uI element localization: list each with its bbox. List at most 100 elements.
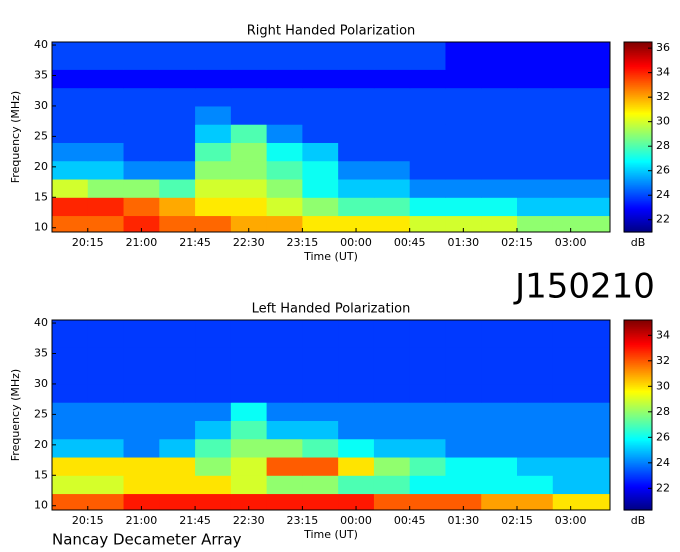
heatmap-cell xyxy=(517,105,554,125)
colorbar-step xyxy=(624,322,652,325)
heatmap-cell xyxy=(230,438,268,458)
colorbar-step xyxy=(624,408,652,411)
colorbar-step xyxy=(624,344,652,347)
colorbar-step xyxy=(624,122,652,125)
colorbar-step xyxy=(624,62,652,65)
colorbar-step xyxy=(624,222,652,225)
heatmap-cell xyxy=(159,42,196,70)
heatmap-cell xyxy=(123,197,160,217)
heatmap-cell xyxy=(195,365,232,385)
heatmap-cell xyxy=(517,383,554,403)
heatmap-cell xyxy=(87,160,125,180)
y-tick-label: 25 xyxy=(34,129,48,142)
heatmap-cell xyxy=(445,420,482,440)
colorbar-tick-label: 22 xyxy=(656,213,670,226)
heatmap-cell xyxy=(338,402,375,421)
colorbar-step xyxy=(624,194,652,197)
heatmap-cell xyxy=(409,320,446,348)
heatmap-cell xyxy=(481,124,518,143)
colorbar-step xyxy=(624,364,652,367)
heatmap-cell xyxy=(338,420,375,440)
heatmap-cell xyxy=(266,179,303,198)
heatmap-cell xyxy=(373,42,411,70)
heatmap-cell xyxy=(159,87,196,107)
colorbar-step xyxy=(624,140,652,143)
heatmap-cell xyxy=(445,105,482,125)
heatmap-cell xyxy=(87,215,125,233)
heatmap-cell xyxy=(87,420,125,440)
heatmap-cell xyxy=(302,42,339,70)
heatmap-cell xyxy=(373,69,411,89)
heatmap-cell xyxy=(302,69,339,89)
heatmap-cell xyxy=(445,160,482,180)
y-tick-label: 20 xyxy=(34,160,48,173)
colorbar-step xyxy=(624,478,652,481)
heatmap-cell xyxy=(195,179,232,198)
heatmap-cell xyxy=(373,215,411,233)
heatmap-cell xyxy=(445,42,482,70)
colorbar-tick-label: 36 xyxy=(656,41,670,54)
colorbar-step xyxy=(624,360,652,363)
colorbar-step xyxy=(624,332,652,335)
heatmap-cell xyxy=(195,124,232,143)
heatmap-cell xyxy=(373,438,411,458)
heatmap-cell xyxy=(373,402,411,421)
heatmap-cell xyxy=(409,347,446,367)
heatmap-cell xyxy=(338,197,375,217)
colorbar-tick-label: 28 xyxy=(656,139,670,152)
colorbar-step xyxy=(624,170,652,173)
colorbar-step xyxy=(624,452,652,455)
y-tick-label: 15 xyxy=(34,468,48,481)
colorbar-step xyxy=(624,96,652,99)
x-tick-label: 22:30 xyxy=(233,236,265,249)
heatmap-cell xyxy=(302,438,339,458)
colorbar-step xyxy=(624,492,652,495)
heatmap-cell xyxy=(552,457,611,476)
heatmap-cell xyxy=(195,142,232,162)
heatmap-cell xyxy=(373,87,411,107)
heatmap-cell xyxy=(52,179,89,198)
heatmap-cell xyxy=(302,402,339,421)
heatmap-cell xyxy=(517,160,554,180)
colorbar-step xyxy=(624,162,652,165)
x-tick-label: 21:00 xyxy=(126,236,158,249)
heatmap-cell xyxy=(552,42,611,70)
colorbar-step xyxy=(624,494,652,497)
heatmap-cell xyxy=(409,197,446,217)
colorbar-step xyxy=(624,124,652,127)
colorbar-step xyxy=(624,356,652,359)
colorbar-step xyxy=(624,188,652,191)
colorbar-step xyxy=(624,84,652,87)
heatmap-cell xyxy=(517,438,554,458)
heatmap-cell xyxy=(52,69,89,89)
heatmap-cell xyxy=(373,365,411,385)
x-tick-label: 00:45 xyxy=(394,514,426,527)
heatmap-cell xyxy=(409,475,446,495)
heatmap-cell xyxy=(302,179,339,198)
heatmap-cell xyxy=(481,420,518,440)
heatmap-cell xyxy=(481,215,518,233)
heatmap-cell xyxy=(159,475,196,495)
heatmap-cell xyxy=(373,420,411,440)
heatmap-cell xyxy=(230,493,268,511)
heatmap-cell xyxy=(338,105,375,125)
y-tick-label: 35 xyxy=(34,346,48,359)
colorbar-tick-label: 30 xyxy=(656,115,670,128)
heatmap-cell xyxy=(373,160,411,180)
heatmap-cell xyxy=(445,493,482,511)
colorbar-step xyxy=(624,400,652,403)
y-tick-label: 30 xyxy=(34,99,48,112)
heatmap-cell xyxy=(87,365,125,385)
colorbar-step xyxy=(624,156,652,159)
x-tick-label: 01:30 xyxy=(447,514,479,527)
heatmap-cell xyxy=(230,160,268,180)
x-axis-label: Time (UT) xyxy=(303,528,358,541)
colorbar-step xyxy=(624,424,652,427)
plot-frame xyxy=(51,41,611,233)
footer: Nancay Decameter Array xyxy=(52,531,242,549)
heatmap-cell xyxy=(87,42,125,70)
y-axis-label: Frequency (MHz) xyxy=(9,91,22,183)
colorbar-step xyxy=(624,168,652,171)
colorbar-step xyxy=(624,396,652,399)
heatmap-cell xyxy=(123,124,160,143)
